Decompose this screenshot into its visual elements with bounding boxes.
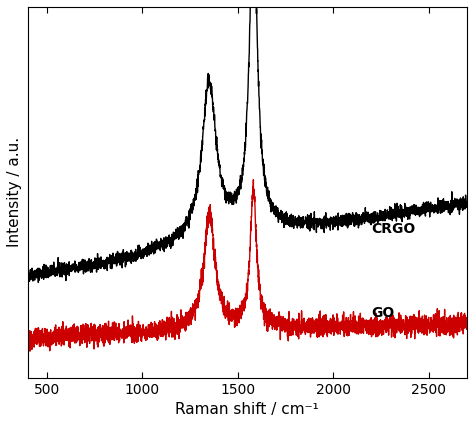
Text: CRGO: CRGO — [372, 222, 416, 236]
Text: GO: GO — [372, 306, 395, 320]
X-axis label: Raman shift / cm⁻¹: Raman shift / cm⁻¹ — [175, 402, 319, 417]
Y-axis label: Intensity / a.u.: Intensity / a.u. — [7, 137, 22, 247]
